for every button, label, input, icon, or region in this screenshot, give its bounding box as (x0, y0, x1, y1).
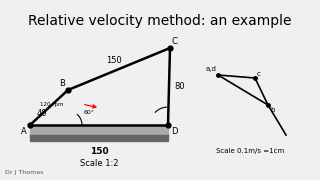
Text: 150: 150 (106, 56, 122, 65)
Text: Relative velocity method: an example: Relative velocity method: an example (28, 14, 292, 28)
Text: A: A (21, 127, 27, 136)
Text: a,d: a,d (205, 66, 216, 72)
Text: 60°: 60° (84, 110, 95, 115)
Text: C: C (172, 37, 178, 46)
Text: Scale 0.1m/s =1cm: Scale 0.1m/s =1cm (216, 148, 284, 154)
Text: 80: 80 (174, 82, 185, 91)
Text: D: D (171, 127, 178, 136)
Text: Dr J Thomas: Dr J Thomas (5, 170, 44, 175)
Text: 40: 40 (36, 109, 47, 118)
Text: b: b (270, 107, 274, 113)
Text: 120 rpm: 120 rpm (41, 102, 64, 107)
Text: 150: 150 (90, 147, 108, 156)
Text: c: c (257, 71, 261, 77)
Text: B: B (59, 79, 65, 88)
Text: Scale 1:2: Scale 1:2 (80, 159, 118, 168)
